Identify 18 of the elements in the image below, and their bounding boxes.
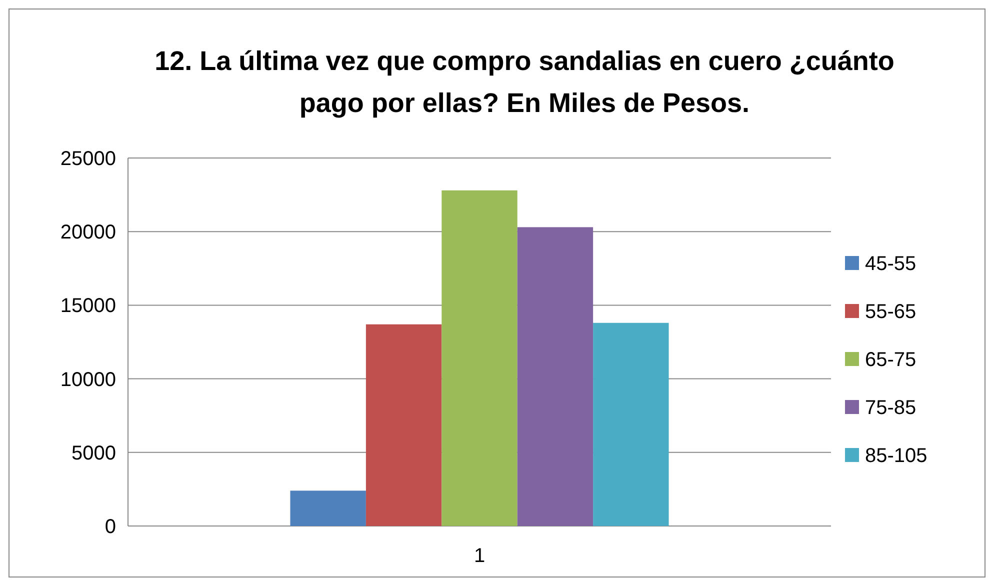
y-tick-label: 5000 <box>72 442 116 464</box>
bar <box>290 490 366 526</box>
chart-title: 12. La última vez que compro sandalias en cuero ¿cuánto pago por ellas? En Miles de Pesos. <box>154 46 894 118</box>
legend-label: 55-65 <box>865 301 916 323</box>
legend-label: 85-105 <box>865 445 928 467</box>
bar <box>517 227 594 526</box>
y-tick-label: 15000 <box>60 295 116 318</box>
bar <box>593 322 669 526</box>
legend-label: 65-75 <box>865 349 916 371</box>
bar <box>442 190 518 526</box>
y-tick-label: 0 <box>104 516 116 538</box>
y-tick-label: 20000 <box>60 222 116 244</box>
y-tick-label: 10000 <box>60 368 116 391</box>
x-tick-label: 1 <box>474 545 486 567</box>
bar <box>366 324 442 526</box>
legend-label: 75-85 <box>865 397 916 419</box>
y-tick-label: 25000 <box>60 148 116 170</box>
legend-label: 45-55 <box>865 253 916 275</box>
